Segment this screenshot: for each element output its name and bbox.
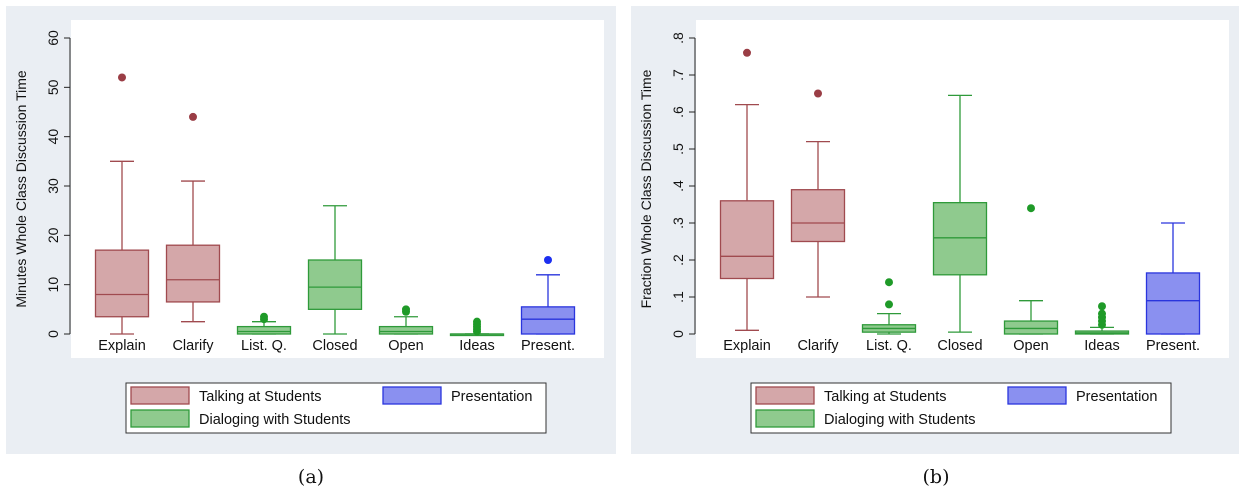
box-open [378,305,434,335]
box-clarify [165,112,221,323]
y-tick-label: .2 [670,254,686,266]
x-category-label: Clarify [172,338,214,354]
outlier-point [1098,302,1106,311]
box-present [1145,222,1201,335]
legend-swatch [130,409,190,428]
box-iqr [378,325,434,335]
outlier-point [1098,309,1106,318]
y-tick-label: .4 [670,180,686,192]
box-iqr [719,200,775,280]
y-axis-title: Minutes Whole Class Discussion Time [13,70,29,308]
x-category-label: Ideas [459,338,494,354]
x-category-label: Closed [937,338,982,354]
y-tick-label: .7 [670,69,686,81]
outlier-point [1027,204,1035,213]
legend-item-presentation: Presentation [1007,386,1157,405]
x-category-label: Explain [723,338,771,354]
y-tick-label: 10 [45,277,61,293]
box-open [1003,204,1059,335]
y-tick-label: 60 [45,30,61,46]
outlier-point [189,112,197,121]
legend: Talking at Students Presentation Dialoging… [125,382,547,434]
legend-label: Presentation [1076,389,1157,405]
box-iqr [165,244,221,303]
y-tick-label: 0 [45,330,61,338]
legend-frame [125,382,547,434]
y-tick-label: .1 [670,291,686,303]
x-category-label: Present. [521,338,575,354]
y-tick-label: 20 [45,227,61,243]
legend-swatch [382,386,442,405]
outlier-point [885,300,893,309]
outlier-point [118,73,126,82]
caption-a: (a) [297,466,325,488]
box-iqr [307,259,363,310]
box-clarify [790,89,846,298]
box-explain [719,48,775,331]
outlier-point [473,317,481,326]
box-iqr [1145,272,1201,335]
x-category-label: Present. [1146,338,1200,354]
y-tick-label: .8 [670,32,686,44]
box-ideas [449,317,505,337]
x-category-label: List. Q. [241,338,287,354]
y-tick-label: 0 [670,330,686,338]
y-tick-label: .3 [670,217,686,229]
box-iqr [790,189,846,243]
legend-frame [750,382,1172,434]
box-plot-minutes: 0 10 20 30 40 50 60 Minutes Whole Class Discuss… [13,20,604,434]
legend-label: Talking at Students [824,389,947,405]
box-iqr [932,201,988,276]
box-present [520,256,576,335]
x-category-label: Ideas [1084,338,1119,354]
box-ideas [1074,302,1130,335]
outlier-point [260,312,268,321]
box-iqr [94,249,150,318]
legend-label: Talking at Students [199,389,322,405]
outlier-point [402,305,410,314]
legend-swatch [755,386,815,405]
y-tick-label: 40 [45,129,61,145]
y-tick-label: 50 [45,79,61,95]
legend-swatch [1007,386,1067,405]
legend-swatch [755,409,815,428]
outlier-point [814,89,822,98]
y-tick-label: .6 [670,106,686,118]
caption-b: (b) [922,466,950,488]
y-axis-title: Fraction Whole Class Discussion Time [638,69,654,308]
box-list-q [236,312,292,335]
box-iqr [520,306,576,335]
x-category-label: Open [1013,338,1048,354]
outlier-point [885,278,893,287]
legend: Talking at Students Presentation Dialoging… [750,382,1172,434]
legend-item-talking-at-students: Talking at Students [755,386,947,405]
outlier-point [743,48,751,57]
box-plot-fraction: 0 .1 .2 .3 .4 .5 .6 .7 .8 Fraction Whole Class Di… [638,20,1229,434]
x-category-label: Explain [98,338,146,354]
legend-swatch [130,386,190,405]
x-category-label: Open [388,338,423,354]
legend-label: Dialoging with Students [199,412,351,428]
x-category-label: Clarify [797,338,839,354]
legend-item-dialoging-with-students: Dialoging with Students [755,409,976,428]
box-iqr [236,325,292,335]
legend-item-talking-at-students: Talking at Students [130,386,322,405]
outlier-point [544,256,552,264]
y-tick-label: 30 [45,178,61,194]
box-explain [94,73,150,335]
chart-panel-minutes: 0 10 20 30 40 50 60 Minutes Whole Class Discuss… [6,6,616,454]
legend-label: Presentation [451,389,532,405]
plot-area [696,20,1229,358]
y-tick-label: .5 [670,143,686,155]
chart-panel-fraction: 0 .1 .2 .3 .4 .5 .6 .7 .8 Fraction Whole Class Di… [631,6,1239,454]
box-iqr [1003,320,1059,335]
box-list-q [861,278,917,335]
x-category-label: List. Q. [866,338,912,354]
box-closed [932,94,988,333]
x-category-label: Closed [312,338,357,354]
legend-item-dialoging-with-students: Dialoging with Students [130,409,351,428]
box-closed [307,205,363,335]
legend-item-presentation: Presentation [382,386,532,405]
legend-label: Dialoging with Students [824,412,976,428]
